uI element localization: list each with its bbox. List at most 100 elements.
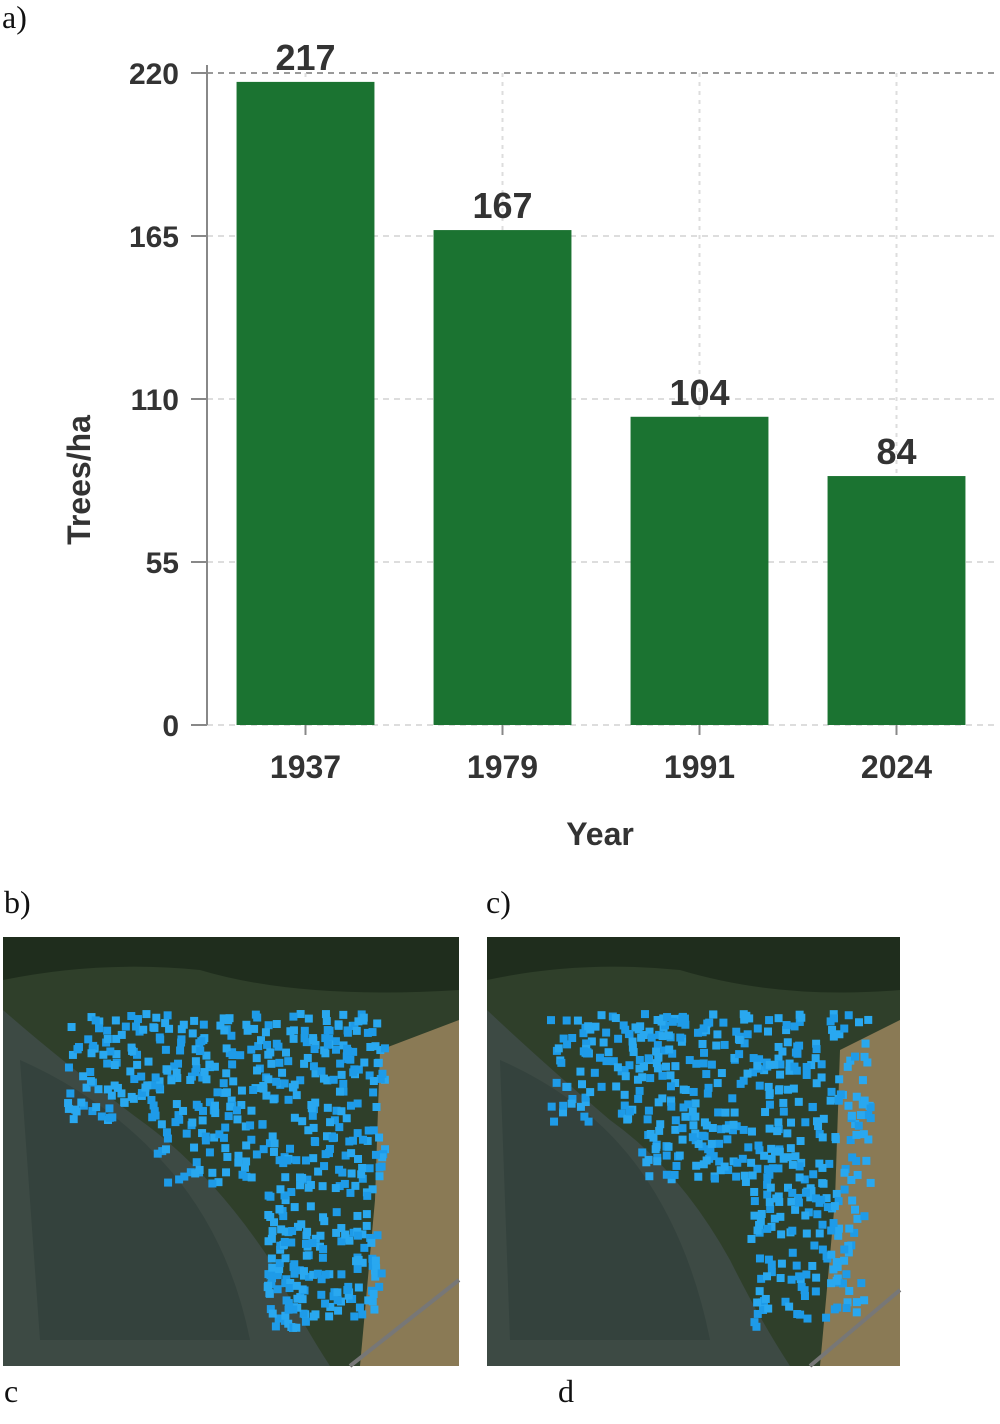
tree-dot — [743, 1069, 752, 1078]
tree-dot — [609, 1057, 618, 1066]
tree-dot — [597, 1082, 606, 1091]
tree-dot — [280, 1191, 289, 1200]
tree-dot — [818, 1133, 827, 1142]
tree-dot — [198, 1116, 207, 1125]
tree-dot — [668, 1017, 677, 1026]
tree-dot — [110, 1081, 119, 1090]
tree-dot — [866, 1103, 875, 1112]
tree-dot — [371, 1150, 380, 1159]
tree-dot — [728, 1094, 737, 1103]
tree-dot — [281, 1254, 290, 1263]
tree-dot — [300, 1026, 309, 1035]
tree-dot — [829, 1032, 838, 1041]
tree-dot — [595, 1053, 604, 1062]
tree-dot — [667, 1175, 676, 1184]
tree-dot — [222, 1044, 231, 1053]
bar — [236, 81, 375, 725]
tree-dot — [846, 1136, 855, 1145]
tree-dot — [336, 1059, 345, 1068]
tree-dot — [774, 1054, 783, 1063]
tree-dot — [151, 1073, 160, 1082]
tree-dot — [359, 1135, 368, 1144]
tree-dot — [358, 1310, 367, 1319]
tree-dot — [299, 1271, 308, 1280]
tree-dot — [653, 1016, 662, 1025]
tree-dot — [354, 1017, 363, 1026]
tree-dot — [289, 1305, 298, 1314]
tree-dot — [738, 1154, 747, 1163]
tree-dot — [347, 1169, 356, 1178]
tree-dot — [311, 1310, 320, 1319]
tree-dot — [87, 1049, 96, 1058]
tree-dot — [671, 1078, 680, 1087]
tree-dot — [578, 1080, 587, 1089]
tree-dot — [346, 1101, 355, 1110]
tree-dot — [66, 1089, 75, 1098]
tree-dot — [306, 1202, 315, 1211]
tree-dot — [795, 1173, 804, 1182]
tree-dot — [152, 1013, 161, 1022]
tree-dot — [826, 1017, 835, 1026]
tree-dot — [259, 1145, 268, 1154]
tree-dot — [309, 1123, 318, 1132]
tree-dot — [292, 1281, 301, 1290]
tree-dot — [289, 1012, 298, 1021]
tree-dot — [781, 1297, 790, 1306]
tree-dot — [832, 1258, 841, 1267]
tree-dot — [342, 1114, 351, 1123]
tree-dot — [216, 1021, 225, 1030]
tree-dot — [826, 1096, 835, 1105]
tree-dot — [817, 1073, 826, 1082]
tree-dot — [290, 1203, 299, 1212]
tree-dot — [335, 1087, 344, 1096]
tree-dot — [678, 1124, 687, 1133]
tree-dot — [795, 1041, 804, 1050]
tree-dot — [309, 1062, 318, 1071]
tree-dot — [700, 1048, 709, 1057]
tree-dot — [322, 1017, 331, 1026]
tree-dot — [127, 1043, 136, 1052]
tree-dot — [277, 1225, 286, 1234]
tree-dot — [736, 1079, 745, 1088]
tree-dot — [822, 1194, 831, 1203]
tree-dot — [777, 1230, 786, 1239]
tree-dot — [344, 1291, 353, 1300]
tree-dot — [365, 1071, 374, 1080]
tree-dot — [258, 1120, 267, 1129]
tree-dot — [368, 1028, 377, 1037]
tree-dot — [208, 1179, 217, 1188]
tree-dot — [64, 1104, 73, 1113]
tree-dot — [288, 1226, 297, 1235]
tree-dot — [304, 1014, 313, 1023]
tree-dot — [253, 1066, 262, 1075]
tree-dot — [759, 1305, 768, 1314]
tree-dot — [662, 1170, 671, 1179]
tree-dot — [120, 1098, 129, 1107]
tree-dot — [766, 1183, 775, 1192]
tree-dot — [567, 1099, 576, 1108]
tree-dot — [766, 1205, 775, 1214]
tree-dot — [749, 1054, 758, 1063]
tree-dot — [174, 1111, 183, 1120]
tree-dot — [614, 1034, 623, 1043]
tree-dot — [162, 1128, 171, 1137]
tree-dot — [763, 1272, 772, 1281]
tree-dot — [112, 1034, 121, 1043]
tree-dot — [613, 1063, 622, 1072]
tree-dot — [343, 1285, 352, 1294]
tree-dot — [86, 1067, 95, 1076]
tree-dot — [788, 1188, 797, 1197]
tree-dot — [337, 1070, 346, 1079]
tree-dot — [801, 1118, 810, 1127]
tree-dot — [550, 1117, 559, 1126]
tree-dot — [227, 1096, 236, 1105]
tree-dot — [242, 1157, 251, 1166]
tree-dot — [752, 1322, 761, 1331]
tree-dot — [91, 1016, 100, 1025]
tree-dot — [205, 1148, 214, 1157]
tree-dot — [619, 1021, 628, 1030]
tree-dot — [811, 1194, 820, 1203]
tree-dot — [268, 1309, 277, 1318]
tree-dot — [655, 1126, 664, 1135]
tree-dot — [767, 1144, 776, 1153]
